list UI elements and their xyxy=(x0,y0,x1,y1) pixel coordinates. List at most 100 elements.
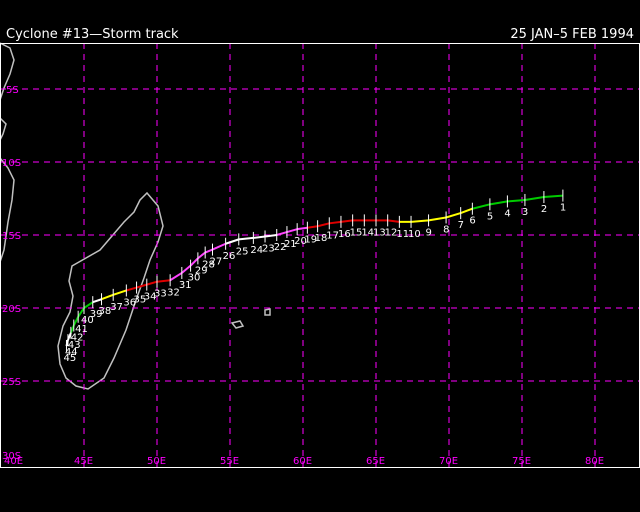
track-day-label: 5 xyxy=(487,211,493,222)
track-day-label: 28 xyxy=(202,260,215,271)
track-segment xyxy=(543,194,563,199)
lat-label: 30S xyxy=(2,451,21,462)
track-segment xyxy=(101,293,114,301)
lon-label: 45E xyxy=(74,456,93,467)
track-segment xyxy=(92,298,102,304)
island-reunion xyxy=(230,320,245,329)
track-segment xyxy=(472,203,491,210)
track-segment xyxy=(189,257,199,267)
track-segment xyxy=(156,279,171,283)
track-day-label: 18 xyxy=(315,233,328,244)
track-day-label: 6 xyxy=(469,216,475,227)
track-segment xyxy=(225,238,240,245)
track-day-label: 10 xyxy=(408,229,421,240)
track-segment xyxy=(329,220,342,225)
track-day-label: 25 xyxy=(236,246,249,257)
lon-label: 40E xyxy=(4,456,23,467)
track-day-label: 2 xyxy=(541,204,547,215)
track-segment xyxy=(264,234,277,238)
track-segment xyxy=(197,251,206,260)
track-segment xyxy=(276,231,288,236)
lon-label: 70E xyxy=(439,456,458,467)
track-day-label: 29 xyxy=(195,265,208,276)
track-segment xyxy=(460,207,473,215)
lat-label: 20S xyxy=(2,304,21,315)
track-day-label: 37 xyxy=(110,302,123,313)
track-day-label: 14 xyxy=(361,227,374,238)
track-day-label: 39 xyxy=(90,309,103,320)
track-day-label: 36 xyxy=(123,297,136,308)
track-segment xyxy=(136,283,148,289)
chart-title: Cyclone #13—Storm track xyxy=(6,27,179,42)
track-day-label: 40 xyxy=(81,315,94,326)
track-segment xyxy=(340,219,353,223)
coastline-africa xyxy=(0,42,15,101)
track-day-label: 4 xyxy=(504,208,510,219)
track-day-label: 27 xyxy=(209,257,222,268)
track-segment xyxy=(307,225,318,229)
track-day-label: 21 xyxy=(284,239,297,250)
track-segment xyxy=(428,216,447,222)
track-segment xyxy=(317,222,330,228)
track-segment xyxy=(253,235,266,239)
lat-label: 10S xyxy=(2,158,21,169)
track-segment xyxy=(507,198,526,203)
track-day-label: 31 xyxy=(179,280,192,291)
track-day-label: 24 xyxy=(250,245,263,256)
track-segment xyxy=(126,286,137,292)
lon-label: 55E xyxy=(220,456,239,467)
track-day-label: 32 xyxy=(167,287,180,298)
track-segment xyxy=(297,226,308,231)
coastline-africa-lower xyxy=(0,157,15,263)
track-segment xyxy=(112,289,127,296)
track-day-label: 1 xyxy=(560,203,566,214)
track-day-label: 33 xyxy=(154,289,167,300)
track-day-label: 34 xyxy=(144,292,157,303)
track-segment xyxy=(238,236,254,241)
track-segment xyxy=(489,200,508,206)
lon-label: 65E xyxy=(366,456,385,467)
track-day-label: 22 xyxy=(274,242,287,253)
track-day-label: 38 xyxy=(99,306,112,317)
track-day-label: 26 xyxy=(223,251,236,262)
track-day-label: 44 xyxy=(65,347,78,358)
track-day-label: 9 xyxy=(426,227,432,238)
track-segment xyxy=(204,248,213,254)
track-day-label: 13 xyxy=(373,227,386,238)
track-day-label: 8 xyxy=(443,224,449,235)
track-day-label: 23 xyxy=(262,243,275,254)
track-segment xyxy=(410,219,429,223)
track-day-label: 7 xyxy=(458,220,464,231)
track-day-label: 30 xyxy=(188,273,201,284)
storm-track: 1234567891011121314151617181920212223242… xyxy=(63,189,566,364)
map-frame xyxy=(0,43,640,468)
track-segment xyxy=(83,301,94,309)
lat-label: 15S xyxy=(2,231,21,242)
track-day-label: 42 xyxy=(71,333,84,344)
track-segment xyxy=(387,219,400,223)
track-day-label: 15 xyxy=(350,227,363,238)
coastline-africa-south xyxy=(0,117,7,141)
track-segment xyxy=(445,212,461,219)
track-day-label: 17 xyxy=(326,230,339,241)
lat-label: 5S xyxy=(6,85,19,96)
track-segment xyxy=(286,228,298,234)
coastline-madagascar xyxy=(57,191,164,390)
lon-label: 60E xyxy=(293,456,312,467)
graticule xyxy=(0,43,640,467)
track-segment xyxy=(77,307,85,318)
track-segment xyxy=(169,272,183,282)
track-day-label: 12 xyxy=(385,227,398,238)
track-day-label: 20 xyxy=(294,236,307,247)
date-range: 25 JAN–5 FEB 1994 xyxy=(510,27,634,42)
lon-label: 50E xyxy=(147,456,166,467)
track-segment xyxy=(72,316,80,326)
track-day-label: 16 xyxy=(338,229,351,240)
lat-label: 25S xyxy=(2,377,21,388)
track-day-label: 3 xyxy=(522,207,528,218)
track-segment xyxy=(181,264,192,274)
track-segment xyxy=(212,242,227,251)
track-segment xyxy=(524,196,545,201)
track-day-label: 45 xyxy=(63,353,76,364)
